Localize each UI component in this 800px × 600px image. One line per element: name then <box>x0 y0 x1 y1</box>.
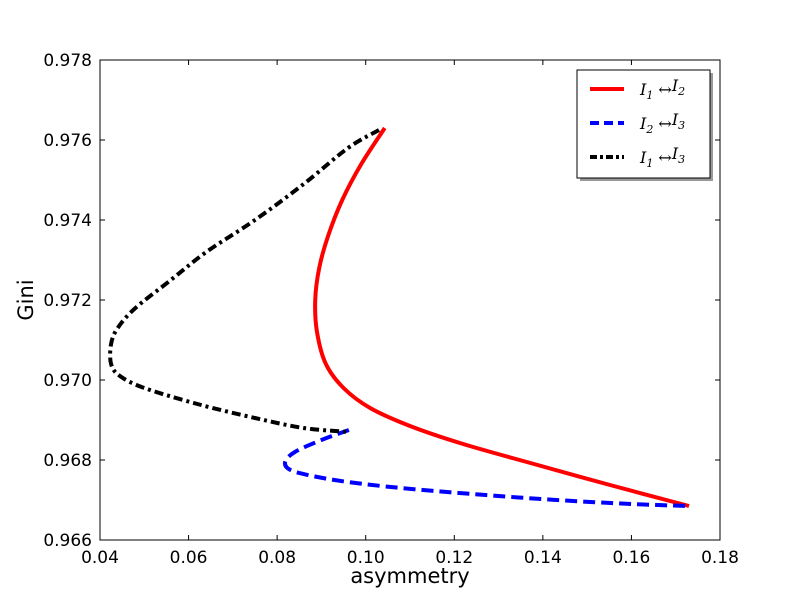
x-tick-label: 0.18 <box>701 548 739 568</box>
y-tick-label: 0.968 <box>43 451 92 471</box>
series-line-2 <box>282 428 690 508</box>
legend-label-part: 3 <box>678 119 685 132</box>
x-tick-label: 0.16 <box>612 548 650 568</box>
y-tick-label: 0.966 <box>43 531 92 551</box>
legend-label-part: I <box>639 114 647 133</box>
y-tick-label: 0.974 <box>43 211 92 231</box>
legend-label-part: I <box>671 76 679 95</box>
x-tick-label: 0.14 <box>524 548 562 568</box>
legend-label-part: 1 <box>646 157 653 170</box>
legend-label-part: I <box>639 80 647 99</box>
legend-label-part: ↔ <box>653 148 672 167</box>
x-tick-label: 0.08 <box>258 548 296 568</box>
series-layer <box>108 126 690 508</box>
legend-label-part: 2 <box>645 123 653 136</box>
x-tick-label: 0.12 <box>435 548 473 568</box>
legend-label-part: I <box>671 144 679 163</box>
legend-label-part: 3 <box>678 153 685 166</box>
legend-label-part: I <box>639 148 647 167</box>
y-tick-label: 0.970 <box>43 371 92 391</box>
ticks-layer: 0.04 0.06 0.08 0.10 0.12 0.14 0.16 0.18 0.966 0.9… <box>43 51 739 568</box>
x-tick-label: 0.10 <box>347 548 385 568</box>
legend-label-2: I2 ↔I3 <box>639 110 685 136</box>
series-line-3 <box>108 128 381 434</box>
legend-label-part: ↔ <box>653 114 672 133</box>
y-tick-label: 0.972 <box>43 291 92 311</box>
legend-label-3: I1 ↔I3 <box>639 144 685 170</box>
x-tick-label: 0.06 <box>170 548 208 568</box>
x-tick-label: 0.04 <box>81 548 119 568</box>
legend-label-part: 2 <box>677 85 685 98</box>
y-axis-label: Gini <box>14 279 38 320</box>
y-tick-label: 0.976 <box>43 131 92 151</box>
legend-label-part: I <box>671 110 679 129</box>
series-line-1 <box>313 126 690 508</box>
x-axis-label: asymmetry <box>350 564 469 588</box>
y-tick-label: 0.978 <box>43 51 92 71</box>
legend-label-1: I1 ↔I2 <box>639 76 685 102</box>
legend-label-part: ↔ <box>653 80 672 99</box>
legend-label-part: 1 <box>646 89 653 102</box>
